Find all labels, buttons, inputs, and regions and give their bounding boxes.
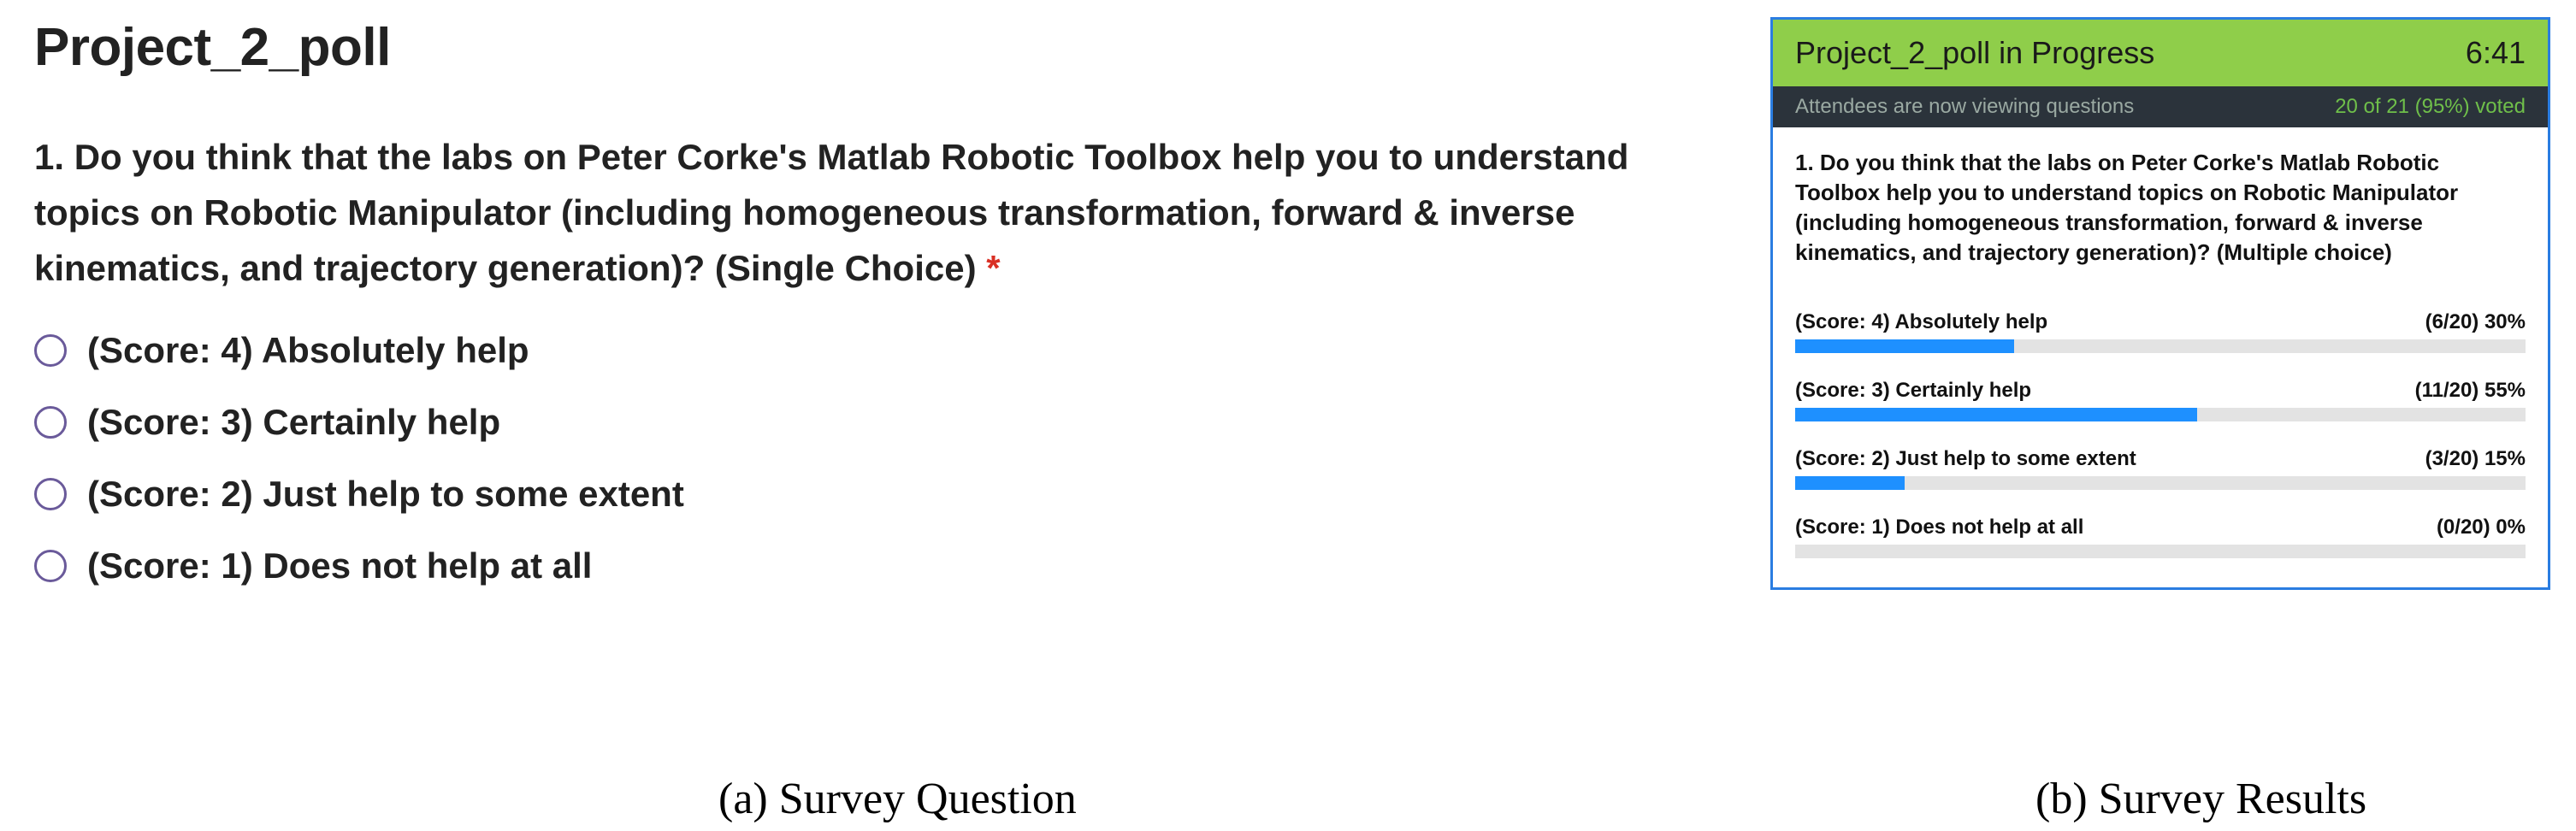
result-option-label: (Score: 3) Certainly help <box>1795 379 2031 403</box>
result-bar-track <box>1795 408 2526 421</box>
results-header: Project_2_poll in Progress 6:41 <box>1773 20 2548 86</box>
panel-caption: (a) Survey Question <box>718 774 1077 824</box>
option-label: (Score: 3) Certainly help <box>87 402 500 443</box>
result-option-count: (0/20) 0% <box>2437 516 2526 539</box>
result-bar-fill <box>1795 408 2197 421</box>
survey-results-panel: Project_2_poll in Progress 6:41 Attendee… <box>1745 0 2576 831</box>
option-label: (Score: 1) Does not help at all <box>87 545 592 586</box>
radio-icon[interactable] <box>34 550 67 582</box>
results-body: 1. Do you think that the labs on Peter C… <box>1773 127 2548 587</box>
radio-icon[interactable] <box>34 334 67 367</box>
result-option-count: (6/20) 30% <box>2425 310 2526 334</box>
results-header-title: Project_2_poll in Progress <box>1795 35 2154 71</box>
result-option: (Score: 2) Just help to some extent (3/2… <box>1795 447 2526 490</box>
required-marker: * <box>977 248 1001 288</box>
radio-icon[interactable] <box>34 406 67 439</box>
attendees-status: Attendees are now viewing questions <box>1795 95 2134 119</box>
question-body: 1. Do you think that the labs on Peter C… <box>34 137 1628 288</box>
result-option: (Score: 4) Absolutely help (6/20) 30% <box>1795 310 2526 353</box>
poll-option[interactable]: (Score: 2) Just help to some extent <box>34 474 1710 515</box>
result-option-count: (3/20) 15% <box>2425 447 2526 471</box>
poll-title: Project_2_poll <box>34 17 1710 78</box>
result-bar-track <box>1795 545 2526 558</box>
result-option-label: (Score: 4) Absolutely help <box>1795 310 2047 334</box>
survey-question-panel: Project_2_poll 1. Do you think that the … <box>0 0 1745 831</box>
result-option: (Score: 3) Certainly help (11/20) 55% <box>1795 379 2526 421</box>
result-option-label: (Score: 1) Does not help at all <box>1795 516 2083 539</box>
results-subheader: Attendees are now viewing questions 20 o… <box>1773 86 2548 127</box>
option-label: (Score: 4) Absolutely help <box>87 330 529 371</box>
question-text: 1. Do you think that the labs on Peter C… <box>34 129 1710 296</box>
results-question: 1. Do you think that the labs on Peter C… <box>1795 148 2526 268</box>
vote-count: 20 of 21 (95%) voted <box>2335 95 2526 119</box>
results-header-timer: 6:41 <box>2466 35 2526 71</box>
option-label: (Score: 2) Just help to some extent <box>87 474 684 515</box>
result-option: (Score: 1) Does not help at all (0/20) 0… <box>1795 516 2526 558</box>
panel-caption: (b) Survey Results <box>2035 774 2366 824</box>
poll-option[interactable]: (Score: 4) Absolutely help <box>34 330 1710 371</box>
result-bar-track <box>1795 339 2526 353</box>
result-bar-track <box>1795 476 2526 490</box>
radio-icon[interactable] <box>34 478 67 510</box>
poll-option[interactable]: (Score: 3) Certainly help <box>34 402 1710 443</box>
results-box: Project_2_poll in Progress 6:41 Attendee… <box>1770 17 2550 590</box>
result-bar-fill <box>1795 476 1905 490</box>
result-bar-fill <box>1795 339 2014 353</box>
result-option-label: (Score: 2) Just help to some extent <box>1795 447 2136 471</box>
poll-option[interactable]: (Score: 1) Does not help at all <box>34 545 1710 586</box>
result-option-count: (11/20) 55% <box>2415 379 2526 403</box>
